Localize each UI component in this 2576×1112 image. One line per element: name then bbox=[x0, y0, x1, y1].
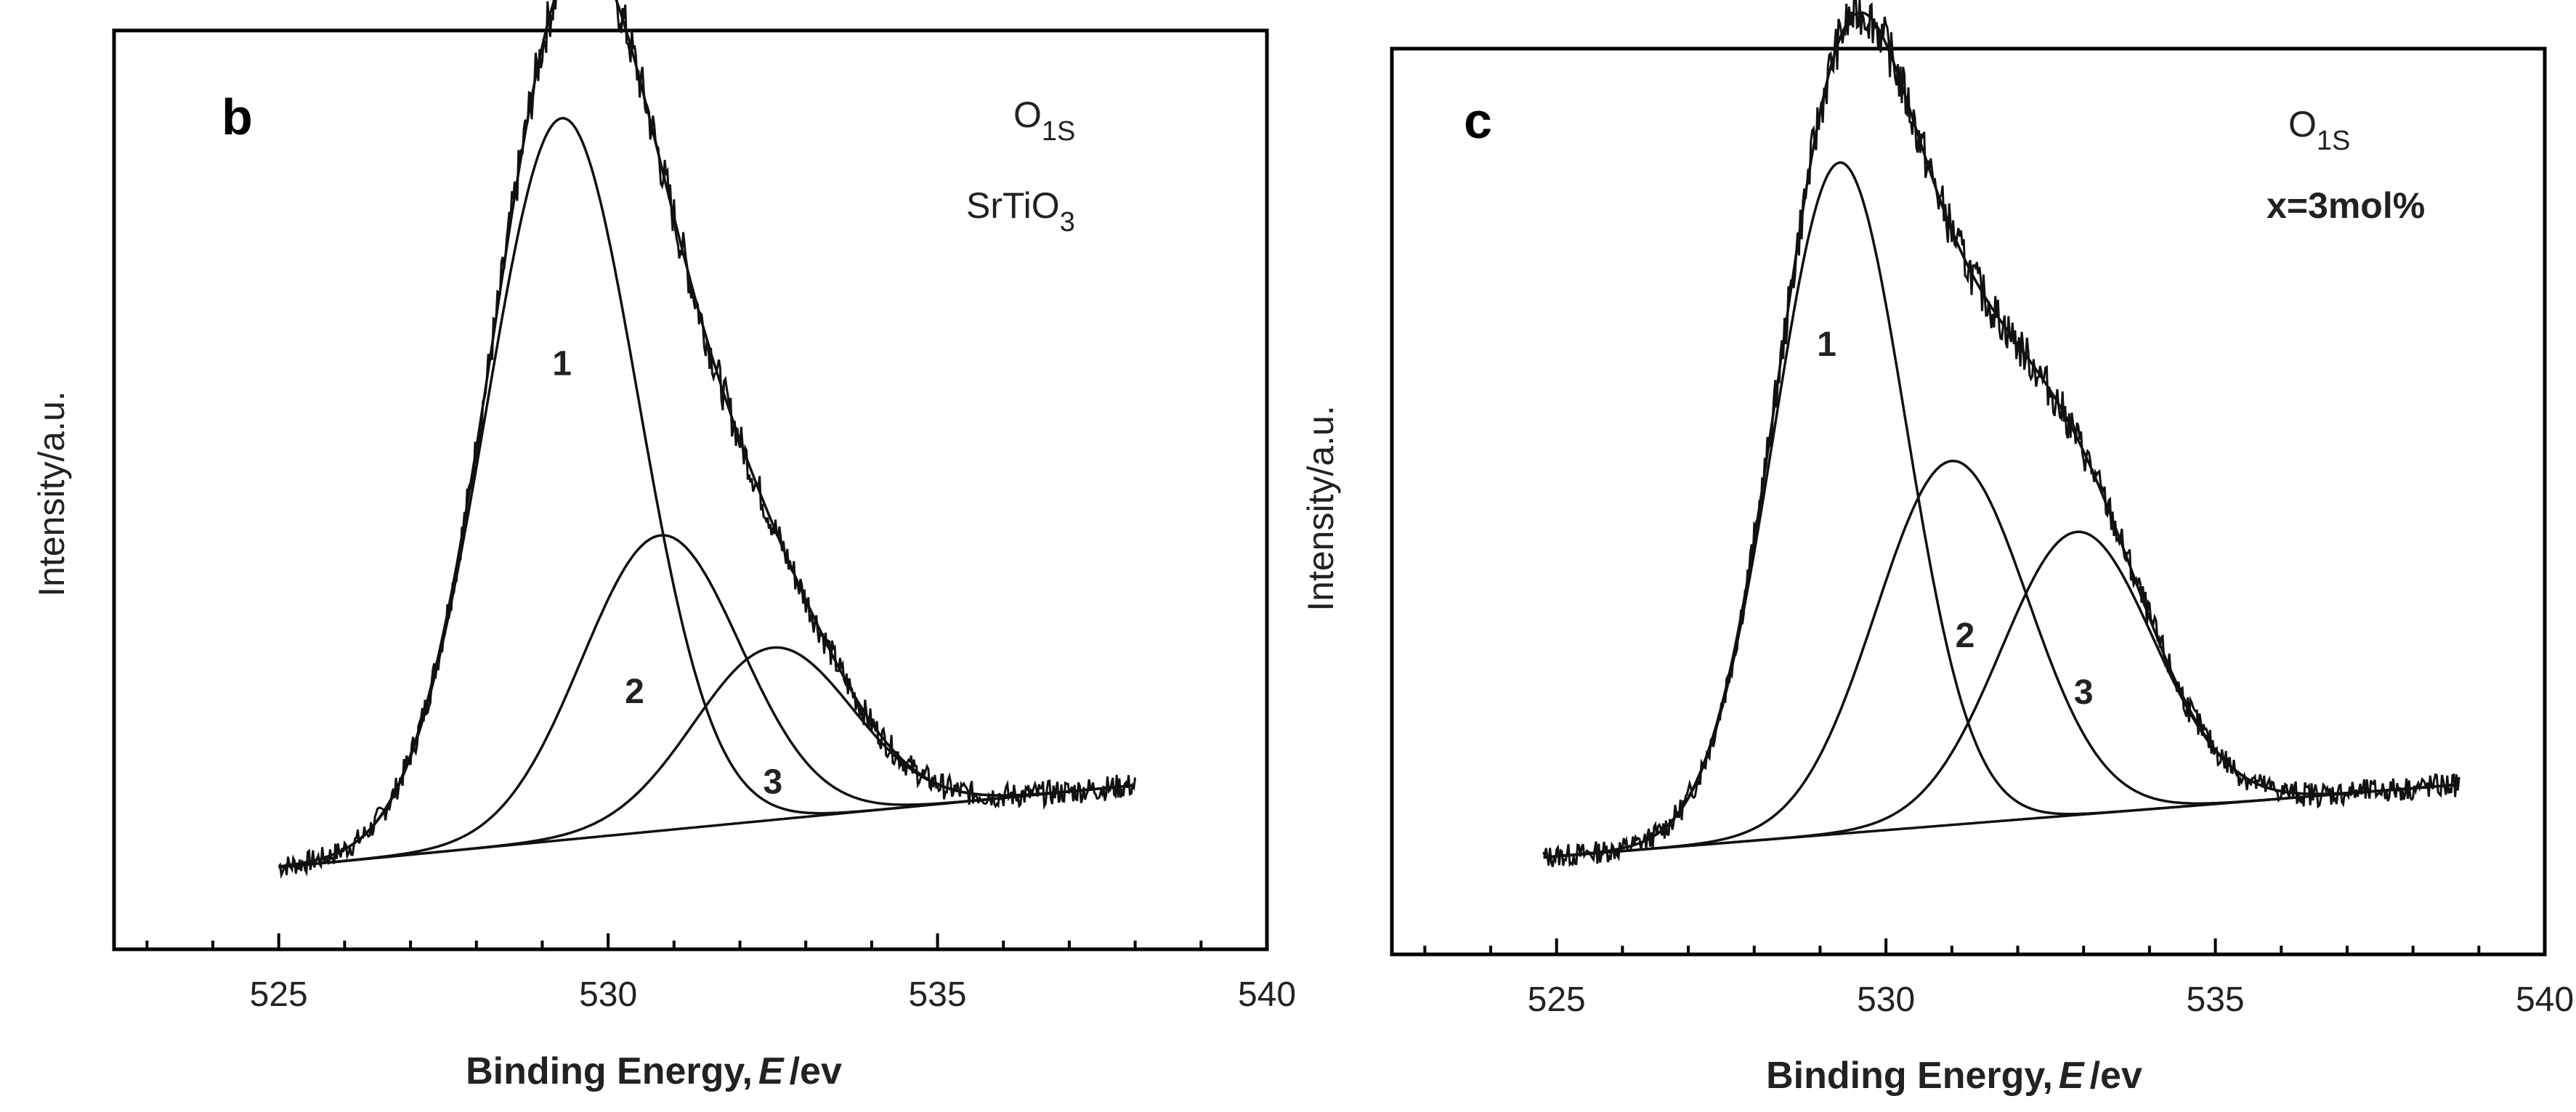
y-axis-label-b: Intensity/a.u. bbox=[31, 391, 72, 597]
x-tick-label-b-525: 525 bbox=[250, 975, 308, 1014]
peak-label-b-2: 2 bbox=[625, 673, 644, 711]
component-peak-c-1 bbox=[1543, 161, 2459, 859]
panel-b: b O1S SrTiO3 Intensity/a.u. Binding Ener… bbox=[31, 0, 1296, 1092]
peak-label-c-3: 3 bbox=[2074, 673, 2094, 712]
peak-label-c-2: 2 bbox=[1956, 617, 1975, 655]
panel-letter-b: b bbox=[222, 89, 253, 145]
y-axis-label-c: Intensity/a.u. bbox=[1300, 405, 1341, 612]
panel-letter-c: c bbox=[1464, 92, 1492, 149]
element-label-c: O1S bbox=[2288, 104, 2350, 156]
peak-label-c-1: 1 bbox=[1817, 325, 1836, 364]
x-tick-label-c-530: 530 bbox=[1857, 981, 1915, 1019]
component-peak-b-2 bbox=[278, 534, 1135, 869]
x-tick-label-b-535: 535 bbox=[909, 975, 967, 1014]
fitted-envelope-b bbox=[278, 0, 1135, 868]
panel-c: c O1S x=3mol% Intensity/a.u. Binding Ene… bbox=[1300, 0, 2574, 1097]
plot-frame-c bbox=[1390, 46, 2547, 957]
element-label-b: O1S bbox=[1013, 94, 1075, 147]
peak-label-b-1: 1 bbox=[552, 344, 572, 383]
plot-frame-b bbox=[112, 28, 1269, 951]
peak-label-b-3: 3 bbox=[764, 763, 783, 801]
x-tick-label-c-535: 535 bbox=[2187, 981, 2245, 1019]
x-axis-label-b: Binding Energy, E/ev bbox=[466, 1050, 842, 1092]
sample-label-c: x=3mol% bbox=[2267, 185, 2425, 226]
x-tick-label-c-540: 540 bbox=[2516, 981, 2574, 1019]
raw-spectrum-c bbox=[1542, 0, 2460, 867]
component-peak-b-1 bbox=[278, 116, 1135, 868]
raw-spectrum-b bbox=[278, 0, 1137, 880]
x-axis-label-c: Binding Energy, E/ev bbox=[1766, 1055, 2142, 1097]
x-tick-label-b-540: 540 bbox=[1238, 975, 1296, 1014]
fitted-envelope-c bbox=[1543, 11, 2459, 859]
x-tick-label-c-525: 525 bbox=[1528, 981, 1586, 1019]
x-tick-label-b-530: 530 bbox=[579, 975, 637, 1014]
sample-label-b: SrTiO3 bbox=[966, 185, 1075, 238]
